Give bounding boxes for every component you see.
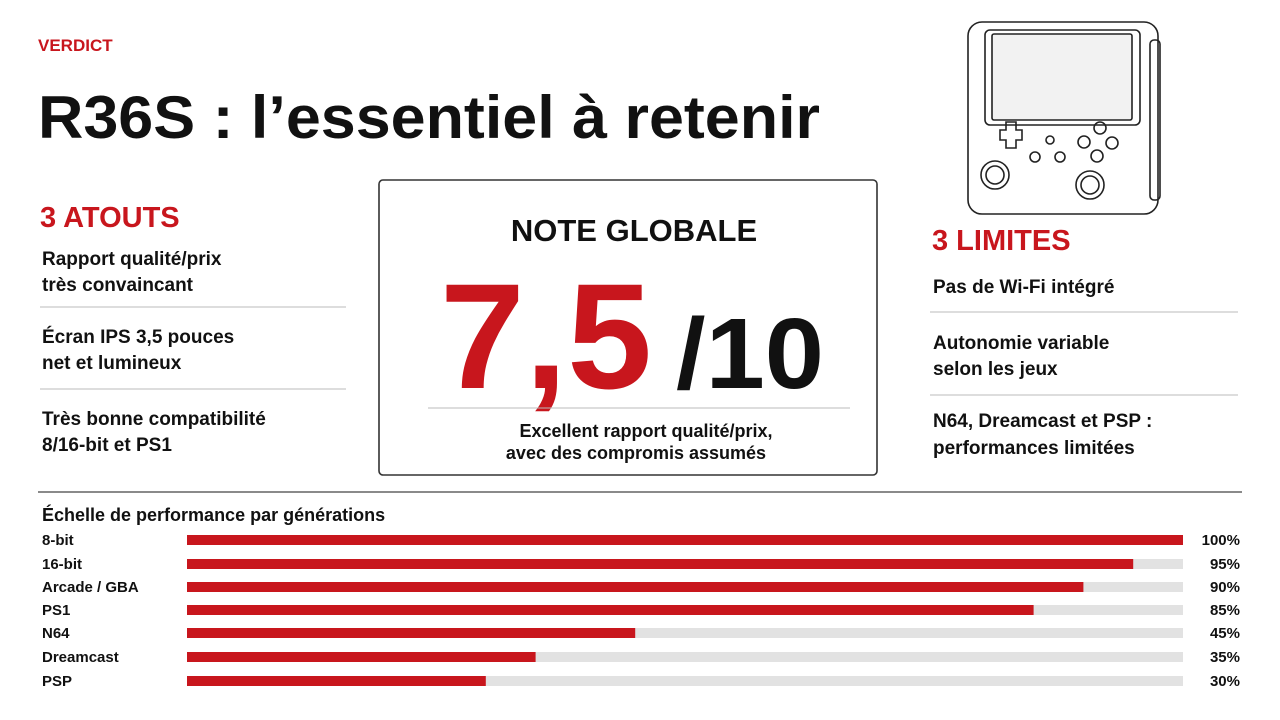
bar-track xyxy=(187,676,1183,686)
score: 7,5 xyxy=(440,252,652,420)
bar xyxy=(187,652,536,662)
category-label: Dreamcast xyxy=(42,649,119,666)
category-label: PSP xyxy=(42,673,72,690)
bar xyxy=(187,676,486,686)
value-label: 95% xyxy=(1210,556,1240,573)
bar xyxy=(187,559,1134,569)
category-label: 16-bit xyxy=(42,556,82,573)
score-box xyxy=(378,179,878,476)
atout-text: très convaincant xyxy=(42,275,194,296)
value-label: 90% xyxy=(1210,579,1240,596)
score-caption: avec des compromis assumés xyxy=(506,443,766,463)
page-title: R36S : l’essentiel à retenir xyxy=(38,84,820,151)
bar xyxy=(187,582,1084,592)
atout-text: 8/16-bit et PS1 xyxy=(42,435,172,456)
atout-text: Rapport qualité/prix xyxy=(42,249,222,270)
bar xyxy=(187,628,636,638)
bar-track xyxy=(187,652,1183,662)
score-title: NOTE GLOBALE xyxy=(511,213,757,248)
console-illustration xyxy=(967,21,1161,215)
value-label: 45% xyxy=(1210,625,1240,642)
limite-text: Pas de Wi-Fi intégré xyxy=(933,277,1114,298)
bar xyxy=(187,535,1183,545)
bar-track xyxy=(187,628,1183,638)
value-label: 30% xyxy=(1210,673,1240,690)
section-title: 3 ATOUTS xyxy=(40,202,180,234)
value-label: 85% xyxy=(1210,602,1240,619)
chart-title: Échelle de performance par générations xyxy=(42,504,385,525)
atout-text: Écran IPS 3,5 pouces xyxy=(42,326,234,348)
atout-text: net et lumineux xyxy=(42,353,182,374)
kicker: VERDICT xyxy=(38,36,113,55)
category-label: N64 xyxy=(42,625,70,642)
category-label: Arcade / GBA xyxy=(42,579,139,596)
category-label: 8-bit xyxy=(42,532,74,549)
atout-text: Très bonne compatibilité xyxy=(42,409,266,430)
score-caption: Excellent rapport qualité/prix, xyxy=(519,421,772,441)
bar-chart: 8-bit 100% 16-bit 95% Arcade / GBA 90% PS1 85% N… xyxy=(42,532,1240,690)
section-title: 3 LIMITES xyxy=(932,225,1071,257)
value-label: 35% xyxy=(1210,649,1240,666)
limite-text: performances limitées xyxy=(933,438,1135,459)
bar xyxy=(187,605,1034,615)
limite-text: selon les jeux xyxy=(933,359,1058,380)
category-label: PS1 xyxy=(42,602,70,619)
score-scale: /10 xyxy=(676,298,824,410)
limite-text: N64, Dreamcast et PSP : xyxy=(933,411,1152,432)
limite-text: Autonomie variable xyxy=(933,333,1109,354)
value-label: 100% xyxy=(1202,532,1240,549)
